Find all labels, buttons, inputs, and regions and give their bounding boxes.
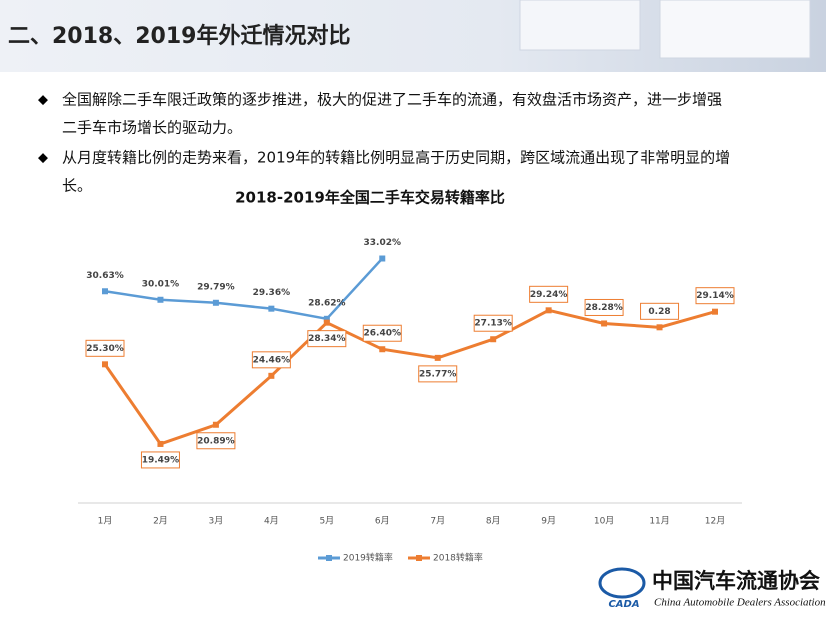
legend-label: 2019转籍率 [343,552,393,564]
point-marker [212,421,219,428]
bullet-icon: ◆ [38,93,48,108]
logo-name: 中国汽车流通协会 [652,569,820,593]
x-tick-label: 10月 [594,516,614,527]
legend-label: 2018转籍率 [433,552,483,564]
chart-title: 2018-2019年全国二手车交易转籍率比 [235,189,505,207]
header-title: 二、2018、2019年外迁情况对比 [8,23,350,49]
point-marker [157,440,164,447]
point-marker [157,296,164,303]
data-label: 29.36% [253,288,291,298]
logo: CADA 中国汽车流通协会 China Automobile Dealers A… [598,567,826,610]
data-label: 30.01% [142,279,180,289]
data-label: 19.49% [142,455,180,465]
bullet-text: 从月度转籍比例的走势来看，2019年的转籍比例明显高于历史同期，跨区域流通出现了… [62,149,730,167]
x-tick-label: 1月 [98,516,113,527]
point-marker [102,361,108,368]
data-label-box [473,314,513,332]
data-label: 29.14% [696,291,734,301]
data-label: 20.89% [197,436,235,446]
x-tick-label: 12月 [705,516,725,527]
x-tick-label: 7月 [430,516,445,527]
logo-abbr: CADA [608,599,639,610]
data-label: 27.13% [474,319,512,329]
x-tick-label: 2月 [153,516,168,527]
data-label: 28.62% [308,298,346,308]
point-marker [601,320,608,327]
logo-mark [598,567,646,599]
data-label-box [529,285,569,303]
x-tick-label: 4月 [264,516,279,527]
point-marker [102,288,108,295]
x-tick-label: 8月 [486,516,501,527]
bullet-text: 长。 [62,177,92,195]
logo-english: China Automobile Dealers Association [654,597,826,609]
data-label-box [418,365,458,383]
point-marker [212,299,219,306]
point-marker [656,324,663,331]
x-tick-label: 6月 [375,516,390,527]
point-marker [268,372,275,379]
bullet-text: 全国解除二手车限迁政策的逐步推进，极大的促进了二手车的流通，有效盘活市场资产，进… [62,91,722,109]
x-tick-label: 5月 [319,516,334,527]
data-label: 28.28% [585,303,623,313]
data-label-box [140,451,180,469]
point-marker [323,315,330,322]
point-marker [379,255,386,262]
bullet-text: 二手车市场增长的驱动力。 [62,119,242,137]
series-line [104,257,384,321]
point-marker [323,319,330,326]
data-label-box [85,339,125,357]
data-label: 24.46% [253,355,291,365]
data-label: 26.40% [364,329,402,339]
data-label: 29.24% [530,290,568,300]
point-marker [268,305,275,312]
series-line [103,308,716,446]
data-label: 25.30% [86,344,124,354]
data-label: 0.28 [648,307,670,317]
point-marker [712,308,718,315]
point-marker [434,354,441,361]
data-label-box [196,432,236,450]
x-tick-label: 11月 [649,516,669,527]
point-marker [379,346,386,353]
data-label-box [251,351,291,369]
data-label-box [362,324,402,342]
header-decor [519,0,641,51]
point-marker [490,336,497,343]
x-tick-label: 3月 [209,516,224,527]
data-label: 33.02% [364,238,402,248]
bullet-icon: ◆ [38,151,48,166]
point-marker [545,307,552,314]
header-decor [659,0,811,59]
data-label-box [307,330,347,348]
data-label-box [584,298,624,316]
data-label-box [640,302,680,320]
data-label: 25.77% [419,369,457,379]
data-label: 28.34% [308,334,346,344]
x-tick-label: 9月 [541,516,556,527]
data-label: 29.79% [197,282,235,292]
data-label: 30.63% [86,271,124,281]
data-label-box [695,287,735,305]
legend-swatch-marker [416,555,422,561]
legend-swatch-marker [326,555,332,561]
